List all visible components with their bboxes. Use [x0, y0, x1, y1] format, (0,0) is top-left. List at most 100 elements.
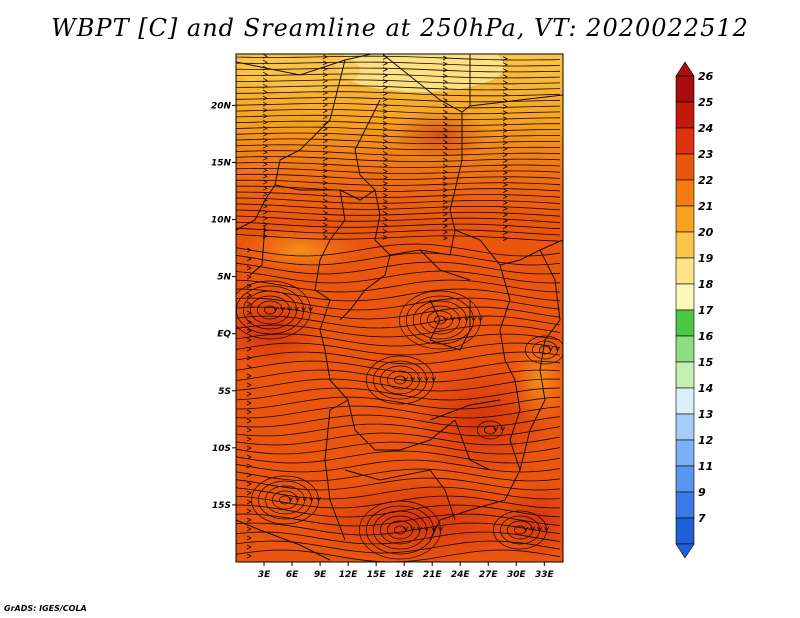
- streamline-arrow: [322, 168, 328, 174]
- streamline-arrow: [502, 230, 508, 235]
- colorbar-label: 17: [698, 304, 714, 317]
- streamline-arrow: [382, 139, 388, 144]
- streamline-arrow: [322, 96, 328, 102]
- streamline-arrow: [302, 496, 307, 502]
- streamline-arrow: [262, 83, 268, 89]
- streamline-arrow: [382, 91, 388, 96]
- colorbar-swatch: [675, 283, 695, 311]
- streamline-arrow: [442, 79, 448, 85]
- streamline-arrow: [246, 328, 252, 334]
- credit-text: GrADS: IGES/COLA: [4, 604, 87, 613]
- streamline-arrow: [502, 236, 508, 241]
- streamline: [236, 414, 561, 428]
- colorbar-swatch: [675, 127, 695, 155]
- streamline-arrow: [246, 517, 252, 523]
- streamline: [236, 522, 561, 536]
- streamline-arrow: [322, 228, 328, 234]
- colorbar-swatch: [675, 231, 695, 259]
- streamline-arrow: [262, 179, 268, 185]
- colorbar: 26 25 24 23 22 21 20 19 18 17 16 15 14 13 12 11 9 7: [675, 61, 714, 559]
- streamline-arrow: [382, 61, 388, 66]
- streamline-arrow: [322, 138, 328, 144]
- lat-label: 20N: [211, 101, 232, 111]
- lon-label: 21E: [423, 570, 443, 580]
- wbpt-shaded-field: [236, 54, 563, 562]
- lon-label: 33E: [535, 570, 555, 580]
- streamline-arrow: [322, 90, 328, 96]
- streamline-arrow: [457, 316, 462, 322]
- streamline-arrow: [442, 127, 448, 133]
- lat-label: 10S: [212, 444, 231, 454]
- streamline-arrow: [502, 218, 508, 223]
- streamline-arrow: [382, 127, 388, 132]
- colorbar-max-arrow: [675, 61, 695, 77]
- colorbar-label: 23: [698, 148, 714, 161]
- colorbar-label: 24: [698, 122, 713, 135]
- lat-label: 5N: [217, 273, 231, 283]
- colorbar-label: 21: [698, 200, 713, 213]
- streamline: [250, 295, 290, 325]
- streamline-arrow: [382, 217, 388, 222]
- streamline-arrow: [382, 157, 388, 162]
- streamline: [236, 342, 561, 356]
- colorbar-label: 18: [698, 278, 714, 291]
- streamline-arrow: [502, 104, 508, 109]
- streamline-arrow: [382, 121, 388, 126]
- streamline: [525, 335, 563, 365]
- streamline-arrow: [262, 137, 268, 143]
- colorbar-label: 9: [698, 486, 706, 499]
- streamline-arrow: [322, 192, 328, 198]
- streamline-arrow: [442, 139, 448, 145]
- colorbar-swatch: [675, 491, 695, 519]
- lon-label: 15E: [367, 570, 387, 580]
- lat-label: 5S: [218, 387, 231, 397]
- streamline: [236, 324, 561, 338]
- streamline-arrow: [442, 229, 448, 235]
- streamline-arrow: [502, 146, 508, 151]
- colorbar-label: 26: [698, 70, 714, 83]
- streamline-arrow: [246, 472, 252, 478]
- streamline-arrow: [322, 174, 328, 180]
- streamline-arrow: [424, 376, 429, 382]
- colorbar-label: 14: [698, 382, 713, 395]
- streamline-arrow: [442, 151, 448, 157]
- streamline-arrow: [442, 169, 448, 175]
- streamline-arrow: [246, 310, 252, 316]
- streamline-arrow: [382, 151, 388, 156]
- streamline: [236, 495, 561, 509]
- streamline-arrow: [502, 140, 508, 145]
- streamline: [236, 486, 561, 500]
- streamline: [399, 290, 481, 350]
- lat-label: 15S: [212, 501, 231, 511]
- colorbar-label: 22: [698, 174, 714, 187]
- streamline-arrow: [246, 292, 252, 298]
- streamline-arrow: [322, 72, 328, 78]
- streamline-arrow: [382, 97, 388, 102]
- streamline-arrow: [502, 74, 508, 79]
- streamline-arrow: [322, 102, 328, 108]
- streamline-arrow: [382, 205, 388, 210]
- streamline-arrow: [246, 481, 252, 487]
- streamline-arrow: [502, 200, 508, 205]
- streamline: [279, 495, 291, 505]
- colorbar-min-arrow: [675, 543, 695, 559]
- streamline-arrow: [322, 222, 328, 228]
- streamline-arrow: [308, 306, 313, 312]
- streamline: [236, 378, 561, 392]
- streamline-arrow: [262, 191, 268, 197]
- colorbar-swatch: [675, 361, 695, 389]
- streamline-arrow: [246, 337, 252, 343]
- streamline: [236, 531, 561, 545]
- streamline-arrow: [442, 223, 448, 229]
- lat-label: 15N: [211, 158, 232, 168]
- streamline-arrow: [246, 391, 252, 397]
- streamline-arrow: [502, 122, 508, 127]
- streamline-arrow: [382, 223, 388, 228]
- streamline-arrow: [262, 161, 268, 167]
- streamline-arrow: [262, 131, 268, 137]
- streamline-arrow: [442, 175, 448, 181]
- streamline-arrow: [262, 95, 268, 101]
- streamline-arrow: [382, 115, 388, 120]
- lon-label: 9E: [314, 570, 327, 580]
